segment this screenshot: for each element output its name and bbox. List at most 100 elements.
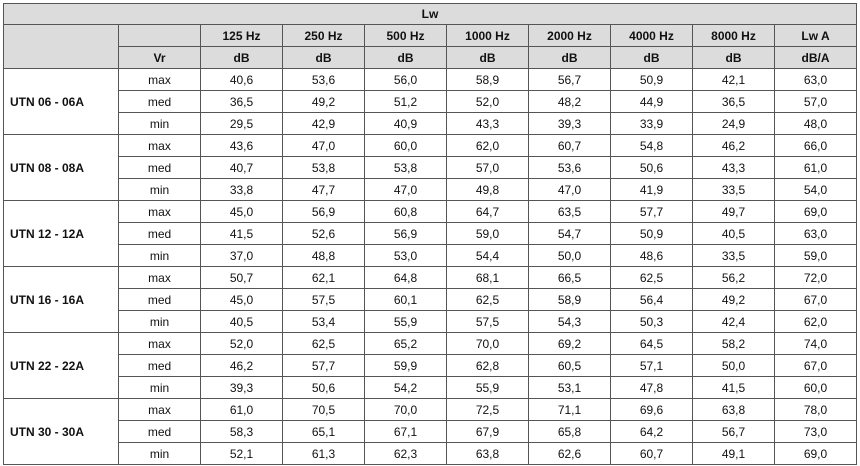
value-cell: 60,7: [610, 442, 693, 465]
value-cell: 54,4: [446, 244, 529, 267]
speed-level: med: [118, 90, 201, 113]
table-row: UTN 16 - 16A max 50,7 62,1 64,8 68,1 66,5 62,5 5…: [3, 266, 857, 333]
table-row: min 40,5 53,4 55,9 57,5 54,3 50,3 42,4 62,0: [4, 310, 857, 333]
value-cell: 33,5: [692, 244, 775, 267]
value-cell: 57,7: [282, 354, 365, 377]
value-cell: 40,6: [200, 68, 283, 91]
speed-level: min: [118, 442, 201, 465]
value-cell: 54,0: [774, 178, 857, 201]
value-cell: 74,0: [774, 332, 857, 355]
unit-header: dB: [446, 46, 529, 69]
value-cell: 40,5: [692, 222, 775, 245]
value-cell: 61,0: [774, 156, 857, 179]
frequency-header: 2000 Hz: [528, 24, 611, 47]
value-cell: 59,0: [446, 222, 529, 245]
frequency-header: 500 Hz: [364, 24, 447, 47]
value-cell: 43,6: [200, 134, 283, 157]
value-cell: 78,0: [774, 398, 857, 421]
speed-level: max: [118, 68, 201, 91]
value-cell: 47,0: [282, 134, 365, 157]
value-cell: 63,8: [446, 442, 529, 465]
speed-level: med: [118, 222, 201, 245]
value-cell: 58,9: [446, 68, 529, 91]
value-cell: 47,0: [528, 178, 611, 201]
value-cell: 40,5: [200, 310, 283, 333]
speed-level: max: [118, 398, 201, 421]
value-cell: 50,9: [610, 68, 693, 91]
table-row: min 39,3 50,6 54,2 55,9 53,1 47,8 41,5 60,0: [4, 376, 857, 399]
value-cell: 45,0: [200, 288, 283, 311]
value-cell: 60,5: [528, 354, 611, 377]
value-cell: 46,2: [692, 134, 775, 157]
value-cell: 73,0: [774, 420, 857, 443]
frequency-header-row: 125 Hz 250 Hz 500 Hz 1000 Hz 2000 Hz 4000 Hz 8…: [3, 24, 857, 69]
value-cell: 54,3: [528, 310, 611, 333]
table-row: med 40,7 53,8 53,8 57,0 53,6 50,6 43,3 61,0: [4, 156, 857, 179]
value-cell: 69,2: [528, 332, 611, 355]
value-cell: 50,9: [610, 222, 693, 245]
table-row: min 52,1 61,3 62,3 63,8 62,6 60,7 49,1 69,0: [4, 442, 857, 465]
value-cell: 50,6: [282, 376, 365, 399]
value-cell: 56,9: [364, 222, 447, 245]
unit-header: dB: [200, 46, 283, 69]
value-cell: 57,0: [774, 90, 857, 113]
value-cell: 57,0: [446, 156, 529, 179]
value-cell: 68,1: [446, 266, 529, 289]
value-cell: 63,5: [528, 200, 611, 223]
value-cell: 69,0: [774, 442, 857, 465]
value-cell: 40,9: [364, 112, 447, 135]
value-cell: 70,5: [282, 398, 365, 421]
value-cell: 41,9: [610, 178, 693, 201]
unit-header: dB: [364, 46, 447, 69]
value-cell: 62,6: [528, 442, 611, 465]
table-row: min 33,8 47,7 47,0 49,8 47,0 41,9 33,5 54,0: [4, 178, 857, 201]
value-cell: 53,0: [364, 244, 447, 267]
speed-level: med: [118, 156, 201, 179]
value-cell: 56,9: [282, 200, 365, 223]
value-cell: 53,6: [528, 156, 611, 179]
value-cell: 58,9: [528, 288, 611, 311]
speed-level: min: [118, 178, 201, 201]
value-cell: 64,7: [446, 200, 529, 223]
value-cell: 43,3: [692, 156, 775, 179]
value-cell: 62,5: [282, 332, 365, 355]
value-cell: 52,0: [200, 332, 283, 355]
value-cell: 49,2: [282, 90, 365, 113]
value-cell: 52,0: [446, 90, 529, 113]
value-cell: 60,0: [774, 376, 857, 399]
value-cell: 33,8: [200, 178, 283, 201]
table-row: med 46,2 57,7 59,9 62,8 60,5 57,1 50,0 67,0: [4, 354, 857, 377]
value-cell: 46,2: [200, 354, 283, 377]
value-cell: 29,5: [200, 112, 283, 135]
model-name: UTN 06 - 06A: [3, 68, 119, 135]
value-cell: 62,8: [446, 354, 529, 377]
value-cell: 45,0: [200, 200, 283, 223]
unit-header: dB: [692, 46, 775, 69]
frequency-header: 1000 Hz: [446, 24, 529, 47]
value-cell: 56,7: [528, 68, 611, 91]
value-cell: 39,3: [528, 112, 611, 135]
value-cell: 50,0: [692, 354, 775, 377]
value-cell: 53,1: [528, 376, 611, 399]
value-cell: 69,0: [774, 200, 857, 223]
value-cell: 63,0: [774, 222, 857, 245]
frequency-header: 125 Hz: [200, 24, 283, 47]
frequency-header: 4000 Hz: [610, 24, 693, 47]
table-row: med 36,5 49,2 51,2 52,0 48,2 44,9 36,5 57,0: [4, 90, 857, 113]
model-name: UTN 16 - 16A: [3, 266, 119, 333]
value-cell: 72,0: [774, 266, 857, 289]
speed-level: med: [118, 288, 201, 311]
unit-header: dB: [282, 46, 365, 69]
value-cell: 64,2: [610, 420, 693, 443]
value-cell: 57,1: [610, 354, 693, 377]
value-cell: 70,0: [446, 332, 529, 355]
value-cell: 40,7: [200, 156, 283, 179]
corner-cell: [3, 24, 119, 69]
value-cell: 49,7: [692, 200, 775, 223]
value-cell: 62,5: [446, 288, 529, 311]
value-cell: 60,1: [364, 288, 447, 311]
value-cell: 56,7: [692, 420, 775, 443]
speed-level: min: [118, 112, 201, 135]
value-cell: 69,6: [610, 398, 693, 421]
model-name: UTN 30 - 30A: [3, 398, 119, 465]
